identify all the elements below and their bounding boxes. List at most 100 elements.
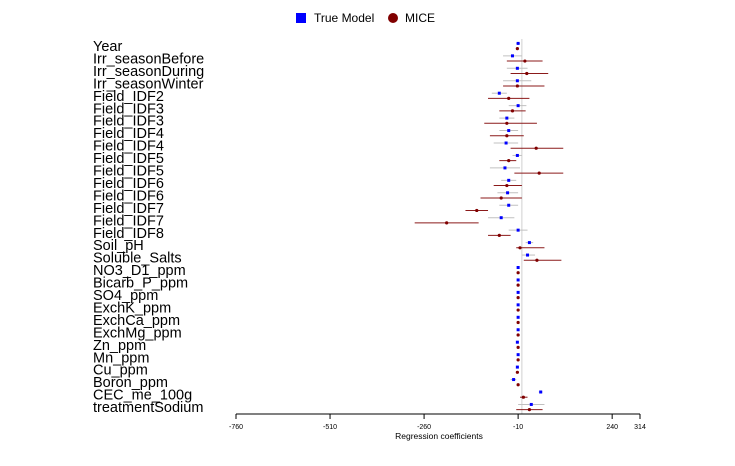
true-model-point <box>516 41 520 45</box>
variable-label: Mn_ppm <box>93 350 149 366</box>
forest-row: ExchK_ppm <box>93 300 520 316</box>
forest-row: Field_IDF6 <box>93 188 522 204</box>
variable-label: Field_IDF7 <box>93 213 164 229</box>
mice-point <box>505 183 509 188</box>
true-model-point <box>516 290 520 294</box>
mice-point <box>515 84 519 88</box>
mice-point <box>525 71 529 76</box>
variable-label: Bicarb_P_ppm <box>93 276 188 292</box>
true-model-point <box>512 378 516 382</box>
forest-row: Irr_seasonWinter <box>93 76 545 92</box>
mice-point <box>499 196 503 200</box>
variable-label: Field_IDF8 <box>93 226 164 242</box>
variable-label: treatmentSodium <box>93 400 203 416</box>
variable-label: CEC_me_100g <box>93 388 192 404</box>
true-model-point <box>503 166 507 170</box>
mice-point <box>516 308 520 312</box>
variable-label: Irr_seasonBefore <box>93 51 204 67</box>
mice-point <box>475 208 479 213</box>
forest-row: Bicarb_P_ppm <box>93 276 520 292</box>
legend-true-model-label: True Model <box>314 11 374 25</box>
x-tick-label: 314 <box>634 424 646 431</box>
variable-label: Irr_seasonWinter <box>93 76 204 92</box>
variable-label: ExchK_ppm <box>93 300 171 316</box>
mice-point <box>505 121 509 125</box>
mice-point <box>521 395 525 399</box>
variable-label: Soluble_Salts <box>93 251 182 267</box>
true-model-point <box>516 266 520 269</box>
forest-row: Mn_ppm <box>93 350 520 366</box>
variable-label: Field_IDF7 <box>93 201 164 217</box>
mice-point <box>535 258 539 262</box>
variable-label: Field_IDF3 <box>93 101 164 117</box>
mice-point <box>527 408 532 412</box>
mice-point <box>516 333 520 337</box>
mice-point <box>516 358 520 362</box>
x-axis-title: Regression coefficients <box>395 431 483 441</box>
x-tick-label: -760 <box>229 424 243 431</box>
legend: True Model MICE <box>296 11 435 25</box>
forest-row: Field_IDF8 <box>93 226 528 242</box>
forest-row: Field_IDF2 <box>93 89 530 105</box>
x-tick-label: -260 <box>417 424 431 431</box>
mice-point <box>537 171 541 175</box>
forest-row: Field_IDF4 <box>93 126 524 142</box>
true-model-point <box>516 328 520 332</box>
forest-row: Zn_ppm <box>93 338 520 354</box>
variable-label: NO3_D1_ppm <box>93 263 186 279</box>
true-model-point <box>527 241 531 245</box>
true-model-point <box>516 303 520 307</box>
x-tick-label: -510 <box>323 424 337 431</box>
true-model-point <box>516 104 520 108</box>
true-model-point <box>504 141 508 145</box>
true-model-point <box>505 116 509 120</box>
variable-label: SO4_ppm <box>93 288 158 304</box>
forest-row: Field_IDF4 <box>93 139 564 155</box>
variable-label: Field_IDF6 <box>93 176 164 192</box>
mice-point <box>516 271 520 275</box>
legend-true-model-marker <box>296 13 306 23</box>
true-model-point <box>510 54 514 58</box>
variable-label: Year <box>93 39 122 55</box>
true-model-point <box>506 191 510 195</box>
mice-point <box>523 59 527 63</box>
true-model-point <box>526 253 530 257</box>
forest-row: Field_IDF3 <box>93 114 537 130</box>
mice-point <box>516 283 520 287</box>
true-model-point <box>516 278 520 282</box>
forest-row: Soluble_Salts <box>93 251 562 267</box>
variable-label: Soil_pH <box>93 238 144 254</box>
variable-label: Irr_seasonDuring <box>93 64 204 80</box>
forest-row: Soil_pH <box>93 238 545 254</box>
true-model-point <box>507 178 511 182</box>
forest-row: Boron_ppm <box>93 375 520 391</box>
mice-point <box>516 383 520 387</box>
variable-label: Boron_ppm <box>93 375 168 391</box>
forest-row: Field_IDF6 <box>93 176 522 192</box>
x-tick-label: -10 <box>513 424 523 431</box>
mice-point <box>516 296 520 300</box>
true-model-point <box>507 203 511 207</box>
variable-label: ExchCa_ppm <box>93 313 180 329</box>
mice-point <box>507 96 511 100</box>
legend-mice-label: MICE <box>405 11 435 25</box>
mice-point <box>518 246 522 250</box>
mice-point <box>507 159 511 163</box>
variable-label: Field_IDF5 <box>93 151 164 167</box>
true-model-point <box>507 129 511 133</box>
forest-row: SO4_ppm <box>93 288 520 304</box>
true-model-point <box>515 153 519 157</box>
mice-point <box>516 345 520 349</box>
variable-label: Cu_ppm <box>93 363 148 379</box>
variable-label: Field_IDF5 <box>93 164 164 180</box>
variable-label: Zn_ppm <box>93 338 146 354</box>
mice-point <box>497 233 501 237</box>
forest-row: Field_IDF7 <box>93 201 519 217</box>
true-model-point <box>516 315 520 319</box>
true-model-point <box>497 91 501 95</box>
x-tick-label: 240 <box>606 424 618 431</box>
mice-point <box>515 370 519 374</box>
forest-row: Field_IDF3 <box>93 101 527 117</box>
forest-row: Field_IDF7 <box>93 213 515 229</box>
mice-point <box>445 221 449 225</box>
